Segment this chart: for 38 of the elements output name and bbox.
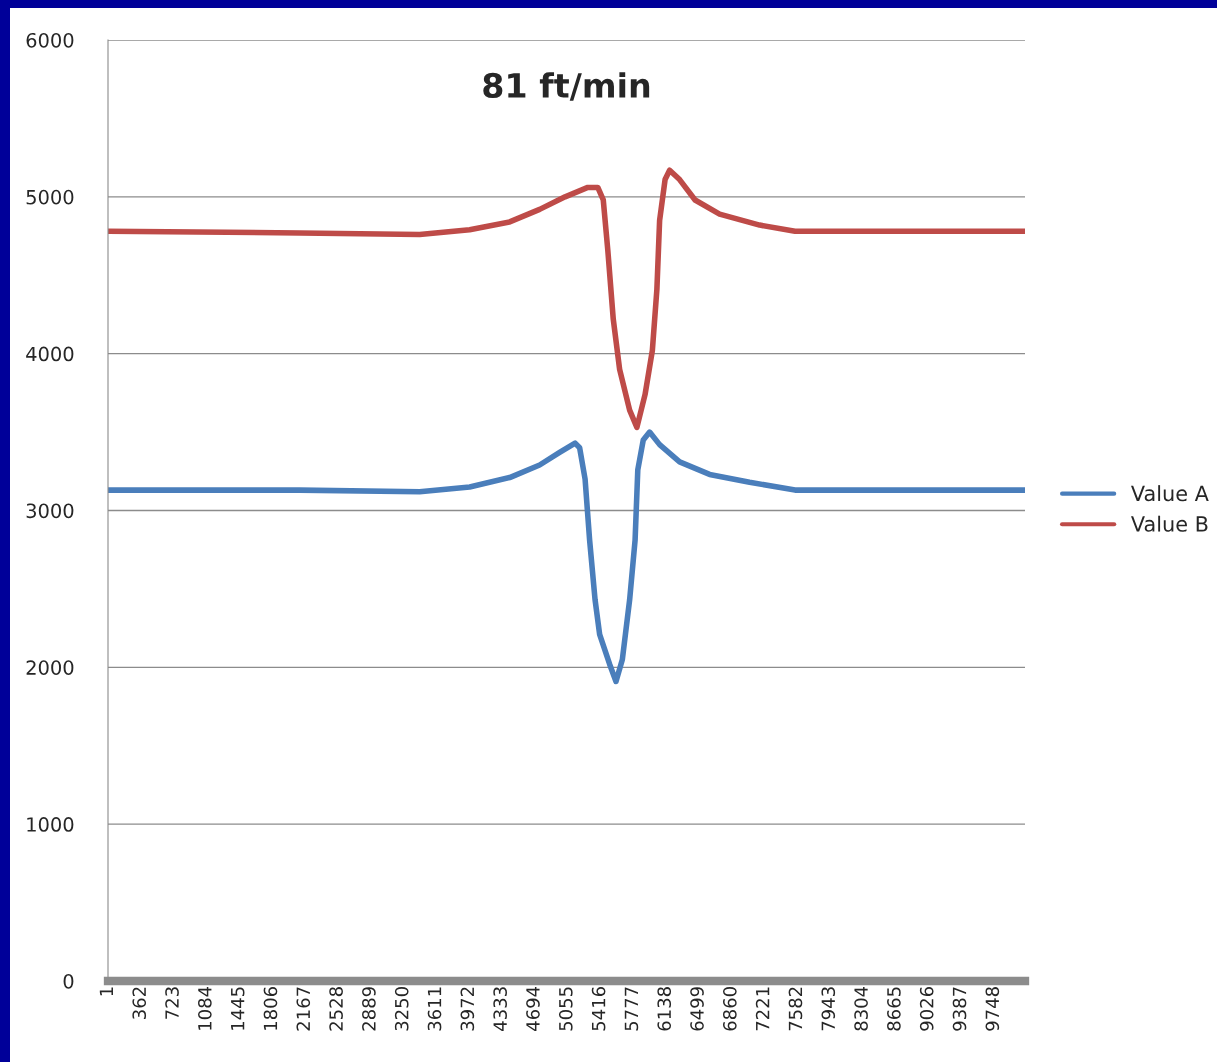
x-tick-label: 1084 <box>198 986 212 1030</box>
x-tick-label: 362 <box>132 987 147 1019</box>
x-tick-label: 5055 <box>558 987 573 1031</box>
x-tick-label: 8304 <box>854 986 868 1031</box>
y-tick-label: 3000 <box>26 503 74 519</box>
x-tick-label: 9387 <box>952 987 967 1031</box>
x-tick-label: 6860 <box>723 987 737 1031</box>
x-tick-label: 7221 <box>755 987 770 1031</box>
x-tick-label: 6138 <box>657 987 672 1031</box>
x-tick-label: 2167 <box>296 987 311 1031</box>
y-tick-label: 5000 <box>26 189 74 205</box>
y-tick-label: 0 <box>63 973 74 989</box>
x-tick-label: 9026 <box>919 987 934 1031</box>
x-tick-label: 5777 <box>624 987 639 1031</box>
y-tick-label: 1000 <box>27 817 74 832</box>
x-tick-label: 2889 <box>362 987 376 1031</box>
x-tick-label: 4694 <box>526 986 540 1031</box>
x-tick-label: 3611 <box>427 987 442 1031</box>
x-tick-label: 1 <box>99 987 113 996</box>
x-tick-label: 2528 <box>329 987 343 1031</box>
x-tick-label: 9748 <box>985 987 1000 1031</box>
x-tick-label: 8665 <box>887 987 901 1031</box>
x-tick-label: 7943 <box>821 987 836 1031</box>
x-tick-label: 3972 <box>460 987 475 1031</box>
legend-label: Value A <box>1131 485 1209 502</box>
x-tick-label: 4333 <box>493 987 507 1031</box>
y-tick-label: 6000 <box>26 32 74 48</box>
x-tick-label: 6499 <box>690 987 704 1031</box>
text: 81 ft/min <box>483 72 650 101</box>
x-tick-label: 723 <box>165 987 179 1019</box>
x-tick-label: 1445 <box>231 987 245 1030</box>
x-tick-label: 5416 <box>591 987 606 1031</box>
x-tick-label: 1806 <box>263 987 278 1030</box>
y-tick-label: 4000 <box>26 346 74 362</box>
legend-label: Value B <box>1131 515 1208 532</box>
y-tick-label: 2000 <box>26 660 74 675</box>
x-tick-label: 3250 <box>394 987 409 1031</box>
x-tick-label: 7582 <box>788 987 803 1031</box>
